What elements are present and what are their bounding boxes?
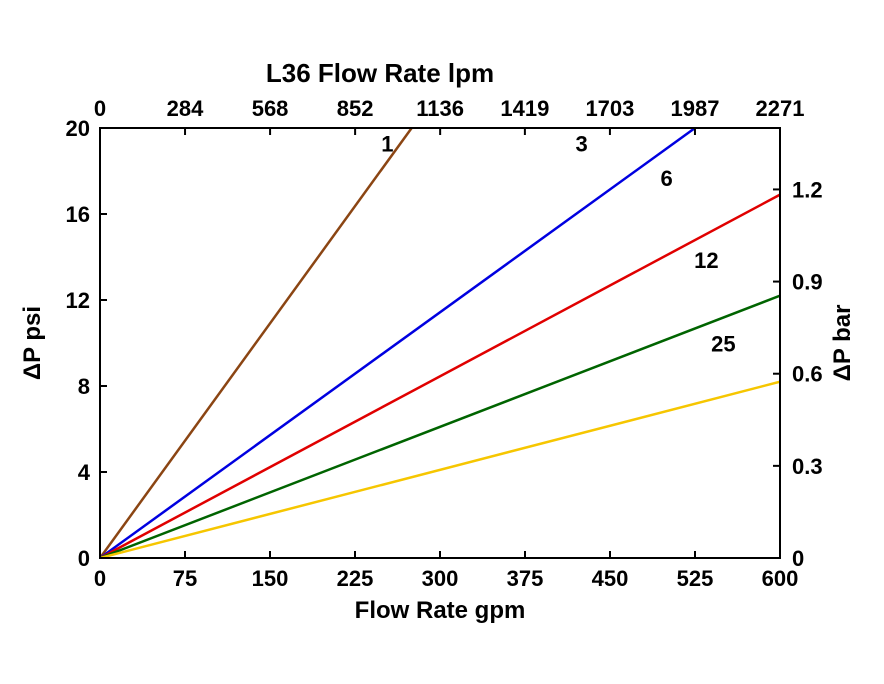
series-label-1: 1 [381,132,393,157]
chart-container: { "chart": { "type": "line", "width": 88… [0,0,884,684]
x-bottom-tick-label: 150 [252,566,289,591]
x-top-tick-label: 1703 [585,96,634,121]
y-left-tick-label: 4 [78,460,91,485]
x-top-tick-label: 284 [167,96,204,121]
x-bottom-tick-label: 450 [592,566,629,591]
x-bottom-tick-label: 0 [94,566,106,591]
y-left-title: ΔP psi [19,306,46,380]
y-right-title: ΔP bar [829,305,856,382]
series-label-25: 25 [711,332,735,357]
y-right-tick-label: 1.2 [792,177,823,202]
chart-title: L36 Flow Rate lpm [266,58,494,88]
y-right-tick-label: 0.6 [792,362,823,387]
x-bottom-tick-label: 375 [507,566,544,591]
x-bottom-tick-label: 225 [337,566,374,591]
x-bottom-tick-label: 525 [677,566,714,591]
series-label-12: 12 [694,248,718,273]
chart-svg: 075150225300375450525600Flow Rate gpm028… [0,0,884,684]
x-top-tick-label: 1136 [416,96,464,121]
y-left-tick-label: 16 [66,202,90,227]
y-left-tick-label: 8 [78,374,90,399]
series-label-6: 6 [661,166,673,191]
y-right-tick-label: 0.9 [792,270,823,295]
series-label-3: 3 [576,132,588,157]
x-bottom-tick-label: 300 [422,566,459,591]
x-top-tick-label: 2271 [756,96,805,121]
y-right-tick-label: 0 [792,546,804,571]
x-top-tick-label: 1419 [500,96,549,121]
y-left-tick-label: 20 [66,116,90,141]
x-bottom-title: Flow Rate gpm [355,597,526,624]
y-left-tick-label: 0 [78,546,90,571]
x-top-tick-label: 0 [94,96,106,121]
x-top-tick-label: 852 [337,96,374,121]
x-top-tick-label: 1987 [670,96,719,121]
y-right-tick-label: 0.3 [792,454,823,479]
y-left-tick-label: 12 [66,288,90,313]
x-bottom-tick-label: 75 [173,566,197,591]
x-top-tick-label: 568 [252,96,289,121]
